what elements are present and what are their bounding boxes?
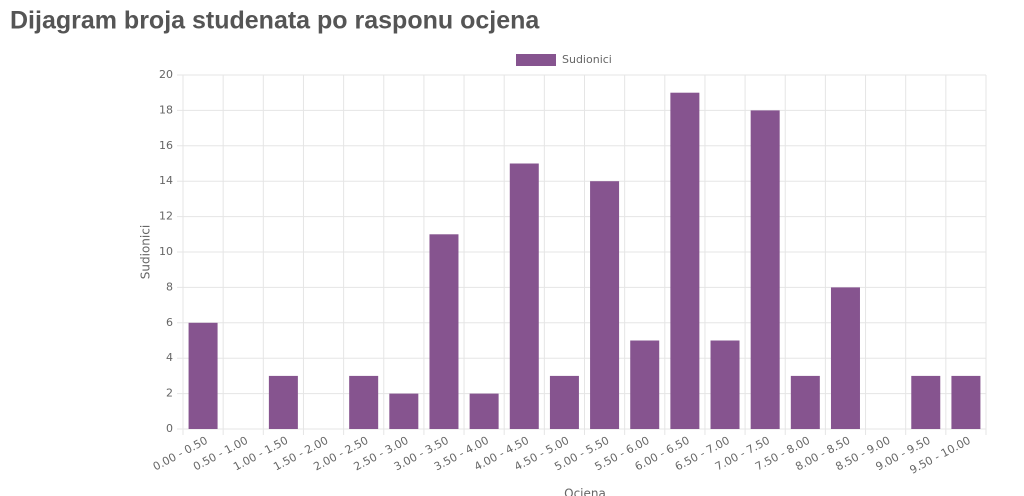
y-tick-label: 2 xyxy=(166,387,173,400)
bar xyxy=(670,92,700,429)
bar xyxy=(349,375,379,429)
y-tick-label: 6 xyxy=(166,316,173,329)
x-axis-label: Ocjena xyxy=(564,487,606,496)
bar xyxy=(549,375,579,429)
y-tick-label: 20 xyxy=(159,68,173,81)
bar xyxy=(188,322,218,429)
bar xyxy=(750,110,780,430)
y-axis-label: Sudionici xyxy=(139,225,153,279)
bar xyxy=(790,375,820,429)
bar xyxy=(630,340,660,429)
chart-title: Dijagram broja studenata po rasponu ocje… xyxy=(10,7,540,35)
y-tick-label: 10 xyxy=(159,245,173,258)
y-tick-label: 0 xyxy=(166,422,173,435)
bar xyxy=(509,163,539,429)
y-tick-label: 4 xyxy=(166,351,173,364)
bar xyxy=(911,375,941,429)
legend-label: Sudionici xyxy=(562,53,612,66)
y-tick-label: 12 xyxy=(159,210,173,223)
bar xyxy=(268,375,298,429)
bar xyxy=(590,181,620,429)
bar xyxy=(429,234,459,429)
y-tick-label: 16 xyxy=(159,139,173,152)
y-tick-label: 14 xyxy=(159,174,173,187)
y-tick-label: 18 xyxy=(159,103,173,116)
bar xyxy=(389,393,419,429)
y-tick-label: 8 xyxy=(166,280,173,293)
bar xyxy=(710,340,740,429)
bar xyxy=(830,287,860,429)
bar xyxy=(951,375,981,429)
bar xyxy=(469,393,499,429)
legend-swatch xyxy=(516,54,556,66)
